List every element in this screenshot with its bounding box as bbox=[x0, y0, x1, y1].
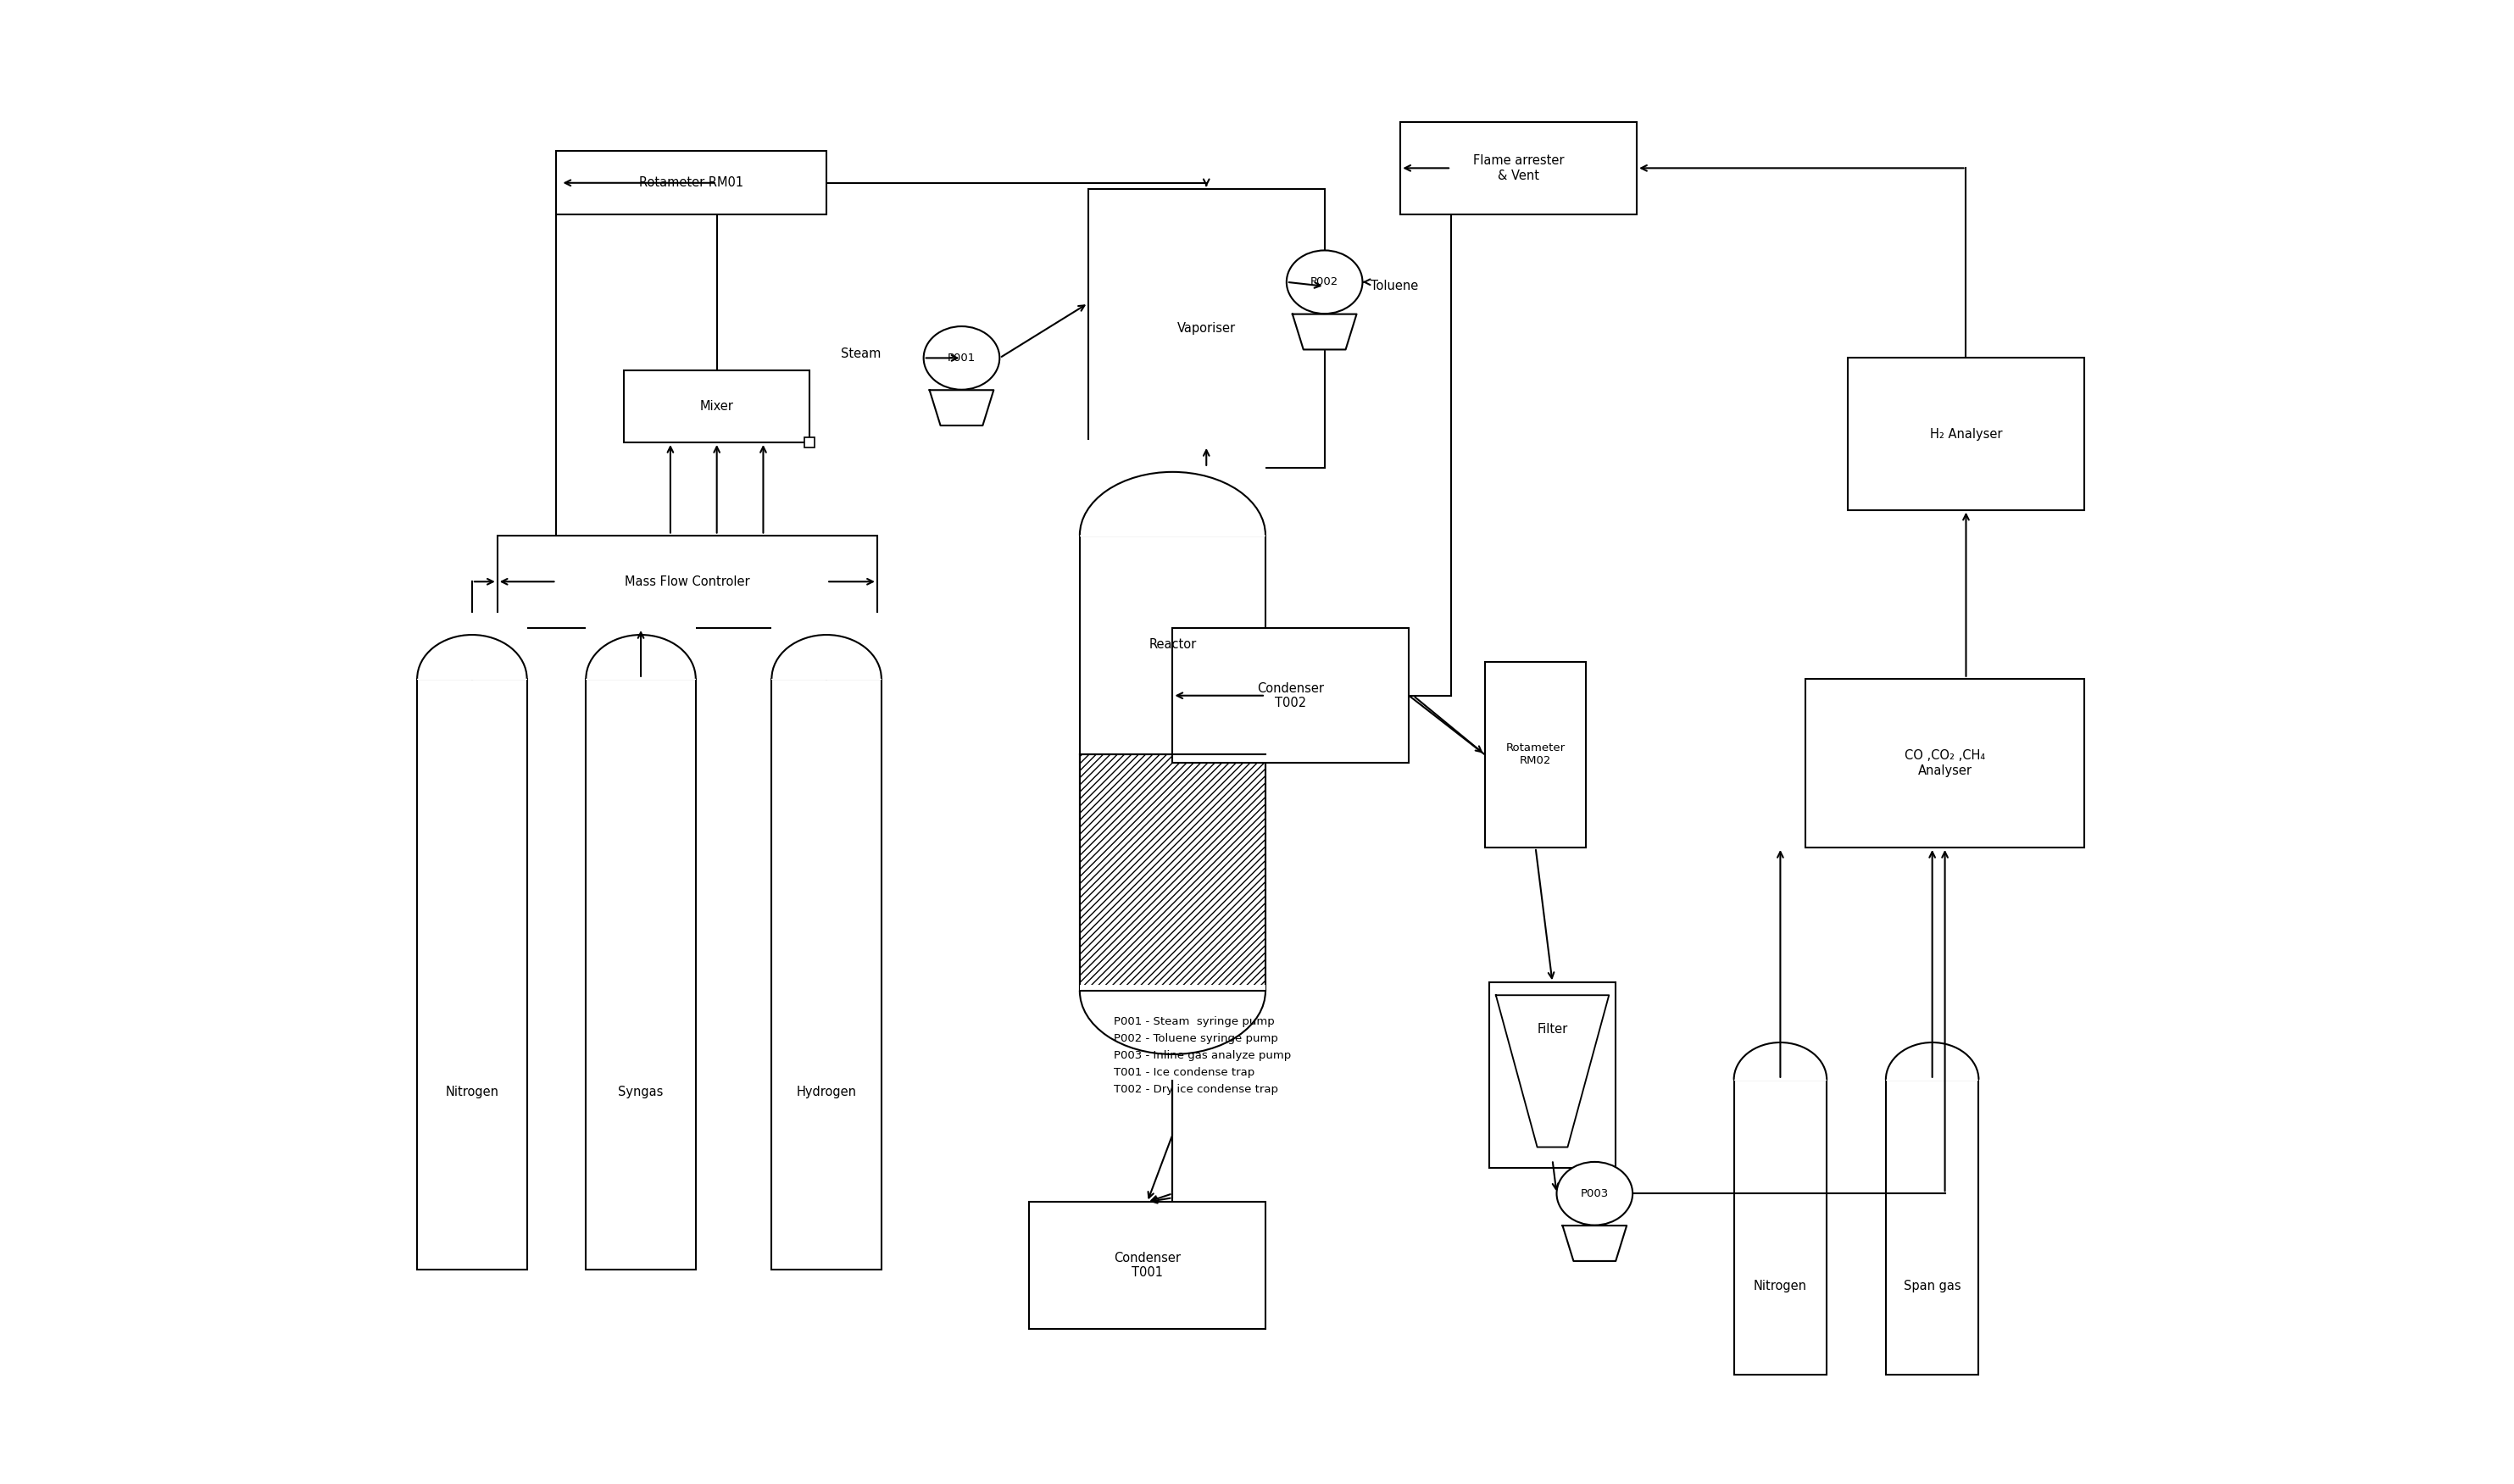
Bar bbox=[1488, 982, 1617, 1168]
Bar bbox=[1089, 188, 1325, 467]
Bar bbox=[772, 613, 882, 680]
Bar bbox=[1028, 1202, 1265, 1328]
Bar bbox=[1886, 1024, 1979, 1080]
Text: P001: P001 bbox=[948, 353, 975, 364]
Text: Nitrogen: Nitrogen bbox=[1755, 1281, 1808, 1293]
Text: Steam: Steam bbox=[842, 347, 882, 361]
Text: Mass Flow Controler: Mass Flow Controler bbox=[623, 576, 749, 588]
Text: Flame arrester
& Vent: Flame arrester & Vent bbox=[1473, 154, 1564, 183]
Bar bbox=[498, 536, 877, 628]
Bar bbox=[586, 613, 696, 680]
Text: CO ,CO₂ ,CH₄
Analyser: CO ,CO₂ ,CH₄ Analyser bbox=[1906, 749, 1986, 776]
Text: Filter: Filter bbox=[1536, 1022, 1569, 1036]
Ellipse shape bbox=[1556, 1162, 1632, 1226]
Bar bbox=[772, 678, 882, 1269]
Text: Span gas: Span gas bbox=[1903, 1281, 1961, 1293]
Bar bbox=[417, 613, 528, 680]
Bar bbox=[1079, 754, 1265, 991]
Text: Toluene: Toluene bbox=[1370, 280, 1418, 292]
Text: Reactor: Reactor bbox=[1149, 638, 1197, 651]
Ellipse shape bbox=[923, 326, 1001, 390]
Text: Condenser
T002: Condenser T002 bbox=[1257, 681, 1325, 709]
Bar bbox=[1079, 536, 1265, 991]
Bar bbox=[623, 371, 810, 442]
Polygon shape bbox=[930, 390, 993, 426]
Bar bbox=[1400, 122, 1637, 215]
Text: Vaporiser: Vaporiser bbox=[1177, 322, 1237, 335]
Text: Nitrogen: Nitrogen bbox=[445, 1086, 498, 1098]
Text: Rotameter RM01: Rotameter RM01 bbox=[639, 177, 744, 190]
Bar bbox=[1805, 678, 2084, 847]
Bar bbox=[586, 678, 696, 1269]
Text: P003: P003 bbox=[1581, 1189, 1609, 1199]
Bar bbox=[1079, 985, 1265, 1079]
Polygon shape bbox=[1564, 1226, 1627, 1261]
Bar bbox=[556, 151, 827, 215]
Text: Condenser
T001: Condenser T001 bbox=[1114, 1251, 1182, 1279]
Text: Syngas: Syngas bbox=[618, 1086, 664, 1098]
Text: Rotameter
RM02: Rotameter RM02 bbox=[1506, 743, 1566, 767]
Bar bbox=[1886, 1079, 1979, 1376]
Text: P001 - Steam  syringe pump
P002 - Toluene syringe pump
P003 - Inline gas analyze: P001 - Steam syringe pump P002 - Toluene… bbox=[1114, 1017, 1290, 1095]
Bar bbox=[1848, 358, 2084, 510]
Text: P002: P002 bbox=[1310, 276, 1337, 288]
Bar bbox=[1735, 1079, 1828, 1376]
Text: Mixer: Mixer bbox=[699, 401, 734, 413]
Bar bbox=[1735, 1024, 1828, 1080]
Text: H₂ Analyser: H₂ Analyser bbox=[1931, 427, 2001, 441]
Bar bbox=[1079, 441, 1265, 536]
Bar bbox=[804, 438, 815, 448]
Bar bbox=[417, 678, 528, 1269]
Text: Hydrogen: Hydrogen bbox=[797, 1086, 857, 1098]
Ellipse shape bbox=[1287, 251, 1363, 313]
Bar bbox=[1172, 628, 1408, 763]
Polygon shape bbox=[1292, 315, 1358, 350]
Bar bbox=[1486, 662, 1586, 847]
